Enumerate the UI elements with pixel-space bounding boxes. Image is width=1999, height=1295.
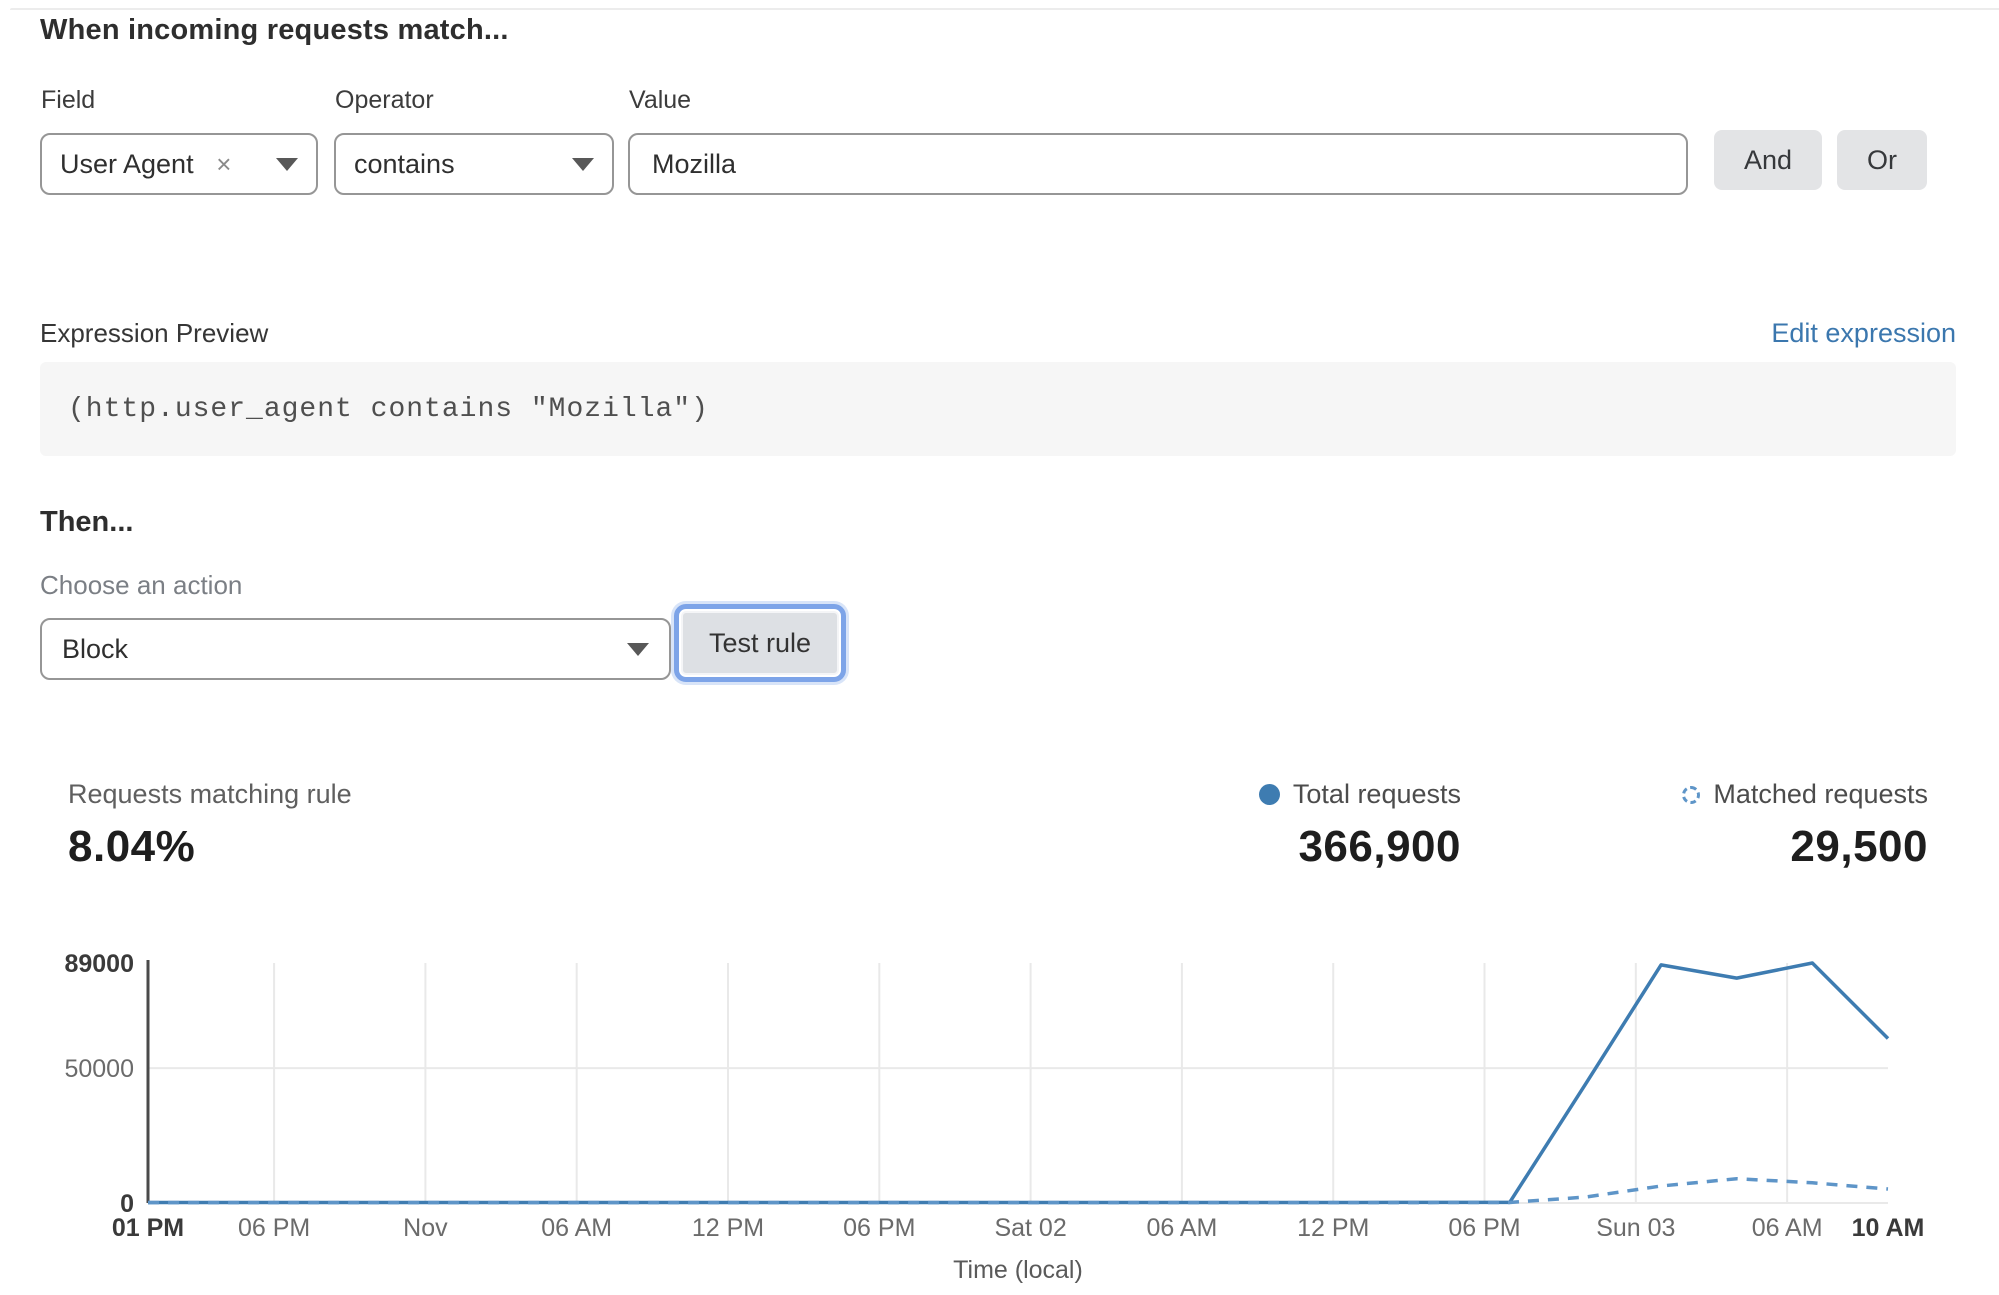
test-rule-focus-ring: Test rule <box>674 604 846 682</box>
x-tick-label: 12 PM <box>1297 1214 1369 1242</box>
x-tick-label: 06 PM <box>238 1214 310 1242</box>
value-input[interactable] <box>628 133 1688 195</box>
chevron-down-icon <box>275 157 298 171</box>
x-tick-label: 12 PM <box>692 1214 764 1242</box>
field-label: Field <box>41 86 96 114</box>
operator-select-value: contains <box>354 148 455 179</box>
x-tick-label: 06 AM <box>541 1214 612 1242</box>
requests-matching-value: 8.04% <box>68 822 196 871</box>
y-tick-label: 0 <box>120 1190 134 1218</box>
requests-chart: 0 50000 89000 01 PM 06 PM Nov 06 AM 12 PM 06 PM S… <box>64 950 1925 1284</box>
x-tick-label: 06 AM <box>1752 1214 1823 1242</box>
expression-preview-box: (http.user_agent contains "Mozilla") <box>40 362 1956 456</box>
field-select-value: User Agent <box>60 148 194 179</box>
x-tick-label: 06 PM <box>843 1214 915 1242</box>
series-solid <box>148 961 1890 1205</box>
matched-legend-dashed-circle-icon <box>1682 785 1701 804</box>
chevron-down-icon <box>627 642 649 656</box>
chevron-down-icon <box>572 157 594 171</box>
matched-requests-value: 29,500 <box>1790 822 1928 871</box>
value-label: Value <box>629 86 692 114</box>
page-title: When incoming requests match... <box>40 14 509 46</box>
expression-code: (http.user_agent contains "Mozilla") <box>68 393 709 425</box>
y-tick-label: 89000 <box>64 950 134 978</box>
x-tick-label: 06 PM <box>1448 1214 1520 1242</box>
action-select[interactable]: Block <box>40 618 671 680</box>
requests-matching-stat: Requests matching rule 8.04% <box>68 779 352 872</box>
test-rule-button[interactable]: Test rule <box>681 611 839 675</box>
operator-select[interactable]: contains <box>334 133 614 195</box>
and-button[interactable]: And <box>1714 130 1822 190</box>
total-requests-stat: Total requests 366,900 <box>1258 779 1461 872</box>
x-tick-label: Nov <box>403 1214 448 1242</box>
field-select[interactable]: User Agent × <box>40 133 318 195</box>
top-divider <box>10 8 1999 10</box>
total-requests-value: 366,900 <box>1298 822 1461 871</box>
matched-requests-label: Matched requests <box>1713 779 1928 809</box>
total-legend-dot-icon <box>1258 784 1280 805</box>
or-button[interactable]: Or <box>1837 130 1927 190</box>
x-axis-title: Time (local) <box>953 1256 1083 1284</box>
y-tick-label: 50000 <box>64 1055 134 1083</box>
operator-label: Operator <box>335 86 434 114</box>
x-tick-label: Sun 03 <box>1596 1214 1675 1242</box>
requests-matching-label: Requests matching rule <box>68 779 352 809</box>
edit-expression-link[interactable]: Edit expression <box>1771 318 1956 348</box>
then-title: Then... <box>40 506 134 538</box>
action-select-value: Block <box>62 633 129 664</box>
matched-requests-stat: Matched requests 29,500 <box>1682 779 1928 872</box>
choose-action-label: Choose an action <box>40 570 243 600</box>
total-requests-label: Total requests <box>1292 779 1461 809</box>
expression-preview-label: Expression Preview <box>40 318 269 348</box>
x-tick-label: 10 AM <box>1852 1214 1925 1242</box>
series-dashed <box>148 1176 1889 1205</box>
x-tick-label: Sat 02 <box>994 1214 1066 1242</box>
x-tick-label: 06 AM <box>1146 1214 1217 1242</box>
clear-field-icon[interactable]: × <box>216 149 232 179</box>
x-tick-label: 01 PM <box>112 1214 184 1242</box>
